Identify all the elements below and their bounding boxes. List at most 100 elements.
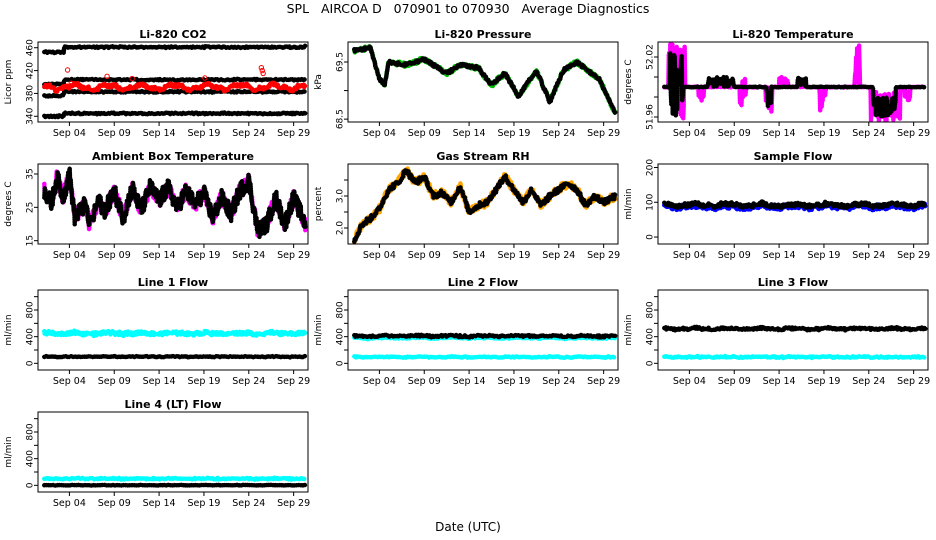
- series-line4-cyan: [42, 475, 308, 482]
- y-axis-label: ml/min: [4, 436, 14, 467]
- x-tick-label: Sep 24: [232, 128, 265, 139]
- data-point: [64, 67, 71, 73]
- x-tick-label: Sep 09: [718, 128, 751, 139]
- y-tick-label: 400: [26, 328, 36, 345]
- x-tick-label: Sep 29: [897, 250, 930, 261]
- data-trace: [44, 354, 306, 359]
- x-tick-label: Sep 09: [98, 376, 131, 387]
- y-tick-label: 35: [26, 168, 36, 179]
- x-tick-label: Sep 29: [897, 128, 930, 139]
- y-tick-label: 200: [646, 159, 656, 176]
- data-trace: [663, 199, 926, 211]
- x-tick-label: Sep 04: [53, 376, 86, 387]
- data-trace: [43, 44, 306, 55]
- x-tick-label: Sep 19: [807, 128, 840, 139]
- x-tick-label: Sep 19: [807, 376, 840, 387]
- series-line2-low: [352, 353, 618, 361]
- x-tick-label: Sep 29: [277, 250, 310, 261]
- y-axis-label: percent: [314, 186, 324, 221]
- x-tick-label: Sep 29: [897, 376, 930, 387]
- y-tick-label: 380: [26, 85, 36, 102]
- panel-title: Gas Stream RH: [436, 150, 529, 163]
- y-tick-label: 25: [26, 202, 36, 213]
- data-points: [352, 44, 618, 117]
- x-tick-label: Sep 09: [408, 376, 441, 387]
- data-points: [352, 168, 618, 244]
- x-tick-label: Sep 29: [587, 128, 620, 139]
- x-tick-label: Sep 09: [98, 498, 131, 509]
- x-tick-label: Sep 04: [363, 128, 396, 139]
- panel-title: Ambient Box Temperature: [92, 150, 254, 163]
- panel-data: [42, 43, 308, 120]
- x-tick-label: Sep 14: [143, 498, 176, 509]
- x-tick-label: Sep 29: [277, 128, 310, 139]
- panel-frame: [347, 289, 619, 371]
- data-trace: [43, 89, 306, 99]
- series-sample-flow: [662, 199, 928, 211]
- x-tick-label: Sep 14: [453, 250, 486, 261]
- y-axis-label: Licor ppm: [4, 60, 14, 105]
- data-trace: [664, 53, 926, 117]
- panel-data: [662, 42, 928, 122]
- y-axis-label: ml/min: [624, 314, 634, 345]
- data-trace: [43, 328, 306, 338]
- chart-panel-1: Li-820 CO2 Sep 04 Sep 09 Sep 14 Sep 19 Sep 24…: [4, 28, 310, 139]
- x-tick-label: Sep 19: [187, 128, 220, 139]
- data-trace: [353, 354, 616, 360]
- panel-frame: [37, 41, 309, 123]
- y-tick-label: 800: [26, 301, 36, 318]
- chart-panel-7: Line 1 Flow Sep 04 Sep 09 Sep 14 Sep 19 Sep 2…: [4, 276, 310, 387]
- series-pressure: [352, 44, 618, 117]
- x-tick-label: Sep 19: [497, 128, 530, 139]
- data-trace: [353, 168, 616, 242]
- x-tick-label: Sep 19: [187, 498, 220, 509]
- series-rh: [352, 168, 618, 244]
- panel-frame: [347, 41, 619, 123]
- x-tick-label: Sep 24: [232, 376, 265, 387]
- y-tick-label: 400: [26, 450, 36, 467]
- data-trace: [43, 168, 306, 238]
- panel-data: [352, 166, 618, 244]
- chart-panel-3: Li-820 Temperature Sep 04 Sep 09 Sep 14 Sep …: [624, 28, 930, 139]
- y-tick-label: 2.0: [336, 221, 346, 236]
- x-tick-label: Sep 29: [277, 376, 310, 387]
- x-tick-label: Sep 24: [232, 250, 265, 261]
- x-tick-label: Sep 19: [187, 250, 220, 261]
- panel-frame: [37, 163, 309, 245]
- y-axis-label: degrees C: [4, 181, 14, 226]
- x-tick-label: Sep 19: [497, 250, 530, 261]
- panel-frame: [347, 163, 619, 245]
- x-tick-label: Sep 24: [852, 376, 885, 387]
- x-tick-label: Sep 24: [542, 376, 575, 387]
- data-point: [260, 70, 266, 77]
- series-outliers: [64, 65, 266, 86]
- x-tick-label: Sep 14: [143, 376, 176, 387]
- data-point: [104, 73, 110, 79]
- chart-panel-4: Ambient Box Temperature Sep 04 Sep 09 Sep 1…: [4, 150, 310, 261]
- panel-title: Line 4 (LT) Flow: [125, 398, 222, 411]
- y-tick-label: 400: [336, 328, 346, 345]
- x-tick-label: Sep 24: [232, 498, 265, 509]
- chart-panel-8: Line 2 Flow Sep 04 Sep 09 Sep 14 Sep 19 Sep 2…: [314, 276, 620, 387]
- x-tick-label: Sep 09: [408, 250, 441, 261]
- series-temp: [662, 51, 928, 119]
- y-tick-label: 0: [26, 360, 36, 366]
- data-trace: [663, 324, 926, 333]
- panel-title: Li-820 CO2: [139, 28, 206, 41]
- x-tick-label: Sep 14: [453, 376, 486, 387]
- data-point: [259, 67, 265, 74]
- y-axis-label: ml/min: [624, 188, 634, 219]
- data-point: [129, 75, 135, 82]
- x-tick-label: Sep 14: [143, 250, 176, 261]
- chart-panel-5: Gas Stream RH Sep 04 Sep 09 Sep 14 Sep 19 Sep…: [314, 150, 620, 261]
- x-tick-label: Sep 24: [542, 128, 575, 139]
- x-tick-label: Sep 14: [143, 128, 176, 139]
- series-box-temp: [42, 166, 308, 240]
- x-tick-label: Sep 04: [673, 376, 706, 387]
- series-ref-mid-low: [42, 88, 308, 99]
- panel-title: Li-820 Pressure: [435, 28, 532, 41]
- x-tick-label: Sep 04: [363, 376, 396, 387]
- panel-data: [352, 332, 618, 361]
- chart-panel-6: Sample Flow Sep 04 Sep 09 Sep 14 Sep 19 Sep 2…: [624, 150, 930, 261]
- panel-data: [352, 43, 618, 117]
